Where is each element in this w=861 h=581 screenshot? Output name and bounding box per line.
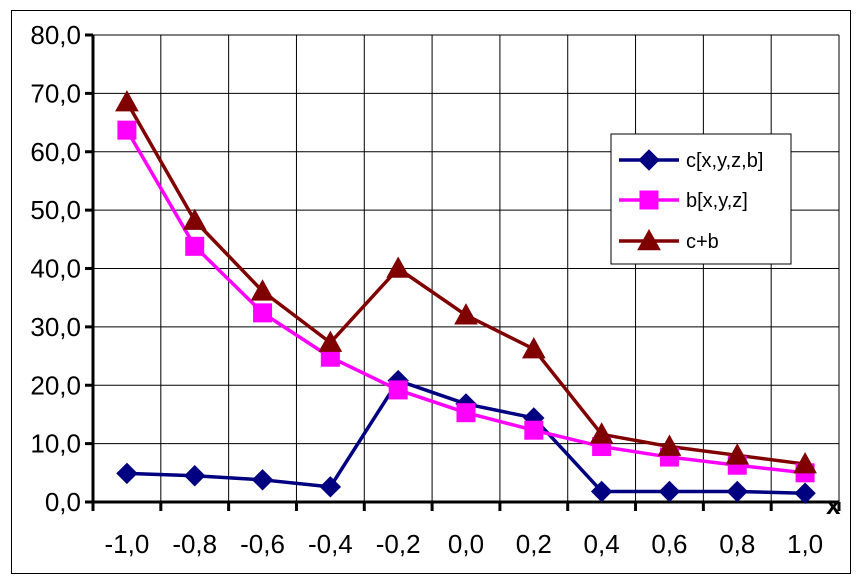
series-0-point bbox=[726, 480, 748, 503]
x-tick-label: -1,0 bbox=[105, 529, 150, 559]
x-tick-label: 0,4 bbox=[584, 529, 620, 559]
series-2-point bbox=[115, 90, 139, 112]
x-tick-label: -0,6 bbox=[240, 529, 285, 559]
series-2-point bbox=[182, 208, 207, 230]
series-0-point bbox=[794, 482, 816, 504]
x-tick-label: 0,8 bbox=[719, 529, 755, 559]
x-tick-label: -0,8 bbox=[172, 529, 217, 559]
y-tick-label: 30,0 bbox=[30, 312, 81, 342]
legend-marker bbox=[639, 190, 659, 210]
legend-marker bbox=[637, 228, 661, 251]
x-tick-label: 1,0 bbox=[787, 529, 823, 559]
legend-marker bbox=[638, 149, 660, 171]
y-tick-label: 40,0 bbox=[30, 254, 81, 284]
x-tick-label: 0,0 bbox=[448, 529, 484, 559]
series-2-point bbox=[250, 279, 275, 301]
series-2-point bbox=[318, 330, 343, 352]
x-tick-label: -0,4 bbox=[308, 529, 353, 559]
series-2-point bbox=[725, 443, 750, 465]
y-tick-label: 20,0 bbox=[30, 370, 81, 400]
legend-label: b[x,y,z] bbox=[686, 190, 748, 212]
series-0-point bbox=[184, 465, 206, 487]
series-2-point bbox=[521, 337, 546, 359]
x-tick-label: 0,2 bbox=[516, 529, 552, 559]
series-0-point bbox=[658, 480, 681, 503]
series-1-point bbox=[117, 120, 137, 140]
series-2-point bbox=[589, 422, 614, 444]
series-0-point bbox=[590, 480, 613, 503]
legend-label: c+b bbox=[686, 231, 719, 253]
x-tick-label: 0,6 bbox=[651, 529, 687, 559]
series-1-point bbox=[524, 420, 544, 440]
series-1-point bbox=[388, 380, 408, 400]
y-tick-label: 10,0 bbox=[30, 429, 81, 459]
series-2-point bbox=[793, 452, 817, 474]
series-2-point bbox=[657, 434, 682, 456]
y-tick-label: 60,0 bbox=[30, 137, 81, 167]
x-tick-label: -0,2 bbox=[376, 529, 421, 559]
x-axis-title: x bbox=[826, 490, 841, 520]
series-2-point bbox=[386, 256, 411, 278]
y-tick-label: 70,0 bbox=[30, 78, 81, 108]
series-0-point bbox=[251, 469, 274, 491]
y-tick-label: 50,0 bbox=[30, 195, 81, 225]
series-1-point bbox=[456, 403, 476, 423]
y-tick-label: 0,0 bbox=[45, 487, 81, 517]
series-2-point bbox=[454, 303, 478, 325]
series-0-point bbox=[319, 476, 342, 498]
y-tick-label: 80,0 bbox=[30, 20, 81, 50]
legend-label: c[x,y,z,b] bbox=[686, 150, 763, 172]
series-1-point bbox=[185, 236, 205, 256]
series-1-point bbox=[253, 303, 273, 323]
series-0-point bbox=[116, 462, 138, 485]
